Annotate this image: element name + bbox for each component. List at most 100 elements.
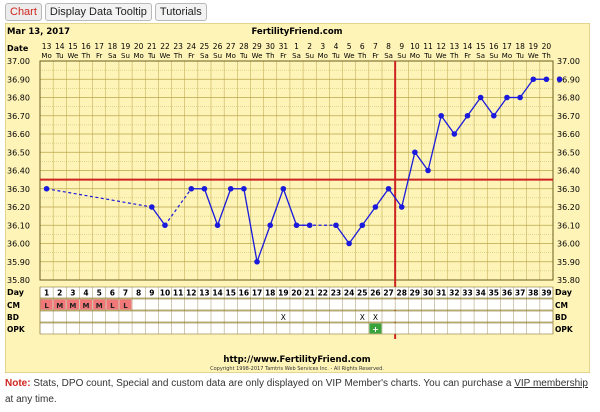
date-label: 8 xyxy=(386,42,391,51)
cm-row-label-right: CM xyxy=(555,301,568,310)
day-number: 14 xyxy=(212,289,222,298)
data-row xyxy=(39,322,554,335)
temp-point xyxy=(201,185,208,192)
date-label: 7 xyxy=(373,42,378,51)
weekday-label: Tu xyxy=(239,52,248,60)
opk-cell xyxy=(369,323,382,334)
plot-frame xyxy=(39,60,554,281)
date-label: 13 xyxy=(450,42,460,51)
temp-point xyxy=(280,185,287,192)
weekday-label: Su xyxy=(121,52,130,60)
weekday-label: Sa xyxy=(384,52,393,60)
day-number: 12 xyxy=(186,289,196,298)
temp-line-dashed xyxy=(164,188,192,226)
weekday-label: Sa xyxy=(200,52,209,60)
date-label: 21 xyxy=(147,42,157,51)
temp-point xyxy=(214,222,221,229)
cm-cell xyxy=(66,299,79,310)
y-tick-label-left: 35.90 xyxy=(7,258,30,267)
day-number: 7 xyxy=(123,289,128,298)
date-label: 26 xyxy=(213,42,223,51)
temp-line-segment xyxy=(374,188,390,208)
temp-point xyxy=(43,185,50,192)
bd-mark: X xyxy=(373,313,378,322)
weekday-label: We xyxy=(67,52,78,60)
temp-line-segment xyxy=(348,224,363,244)
y-tick-label-left: 36.90 xyxy=(7,75,30,84)
temp-line-segment xyxy=(453,115,469,135)
weekday-label: Sa xyxy=(476,52,485,60)
date-label: 15 xyxy=(476,42,486,51)
cm-cell xyxy=(106,299,119,310)
y-tick-label-right: 36.00 xyxy=(557,240,580,249)
weekday-label: We xyxy=(160,52,171,60)
day-row-label-left: Day xyxy=(7,288,25,297)
y-tick-label-right: 36.60 xyxy=(557,130,580,139)
day-number: 5 xyxy=(97,289,102,298)
weekday-label: Fr xyxy=(280,52,287,60)
y-tick-label-right: 36.50 xyxy=(557,148,580,157)
y-tick-label-right: 35.90 xyxy=(557,258,580,267)
bd-mark: X xyxy=(281,313,286,322)
temp-line-segment xyxy=(216,188,232,226)
weekday-label: Th xyxy=(265,52,275,60)
day-number: 21 xyxy=(304,289,314,298)
tab-display-data-tooltip[interactable]: Display Data Tooltip xyxy=(44,3,152,21)
temp-point xyxy=(556,76,563,83)
date-label: 14 xyxy=(463,42,473,51)
temp-point xyxy=(188,185,195,192)
date-label: 17 xyxy=(502,42,512,51)
cm-cell xyxy=(79,299,93,310)
date-label: 19 xyxy=(121,42,131,51)
day-number: 2 xyxy=(57,289,62,298)
tab-chart[interactable]: Chart xyxy=(5,3,42,21)
date-label: 15 xyxy=(68,42,78,51)
cm-cell xyxy=(53,299,66,310)
day-number: 20 xyxy=(291,289,301,298)
weekday-label: Th xyxy=(173,52,183,60)
y-tick-label-left: 36.70 xyxy=(7,112,30,121)
weekday-label: We xyxy=(528,52,539,60)
y-tick-label-left: 36.40 xyxy=(7,167,30,176)
y-tick-label-right: 36.80 xyxy=(557,94,580,103)
date-label: 5 xyxy=(347,42,352,51)
temp-line-segment xyxy=(282,188,298,226)
tab-tutorials[interactable]: Tutorials xyxy=(154,3,207,21)
note-label: Note: xyxy=(5,378,31,389)
temp-point xyxy=(464,112,471,119)
date-row-label: Date xyxy=(7,44,29,53)
day-number: 3 xyxy=(70,289,75,298)
weekday-label: We xyxy=(436,52,447,60)
opk-row-label-right: OPK xyxy=(555,325,574,334)
day-number: 24 xyxy=(344,289,354,298)
day-number: 28 xyxy=(397,289,407,298)
date-label: 4 xyxy=(334,42,339,51)
weekday-label: Su xyxy=(489,52,498,60)
vip-membership-link[interactable]: VIP membership xyxy=(514,378,588,389)
date-label: 20 xyxy=(542,42,552,51)
temp-point xyxy=(543,76,550,83)
temp-point xyxy=(425,167,431,174)
date-label: 17 xyxy=(94,42,104,51)
temp-point xyxy=(438,112,444,119)
day-number: 32 xyxy=(449,289,459,298)
bd-row-label-left: BD xyxy=(7,313,19,322)
chart-date: Mar 13, 2017 xyxy=(7,27,70,37)
temp-point xyxy=(359,222,366,229)
temp-line-segment xyxy=(401,152,416,208)
day-number: 31 xyxy=(436,289,446,298)
date-label: 23 xyxy=(173,42,183,51)
weekday-label: Fr xyxy=(372,52,379,60)
cm-row-label-left: CM xyxy=(7,301,20,310)
opk-row-label-left: OPK xyxy=(7,325,26,334)
date-label: 28 xyxy=(239,42,249,51)
bd-row-label-right: BD xyxy=(555,313,567,322)
temp-line-segment xyxy=(519,78,534,98)
cm-cell xyxy=(93,299,106,310)
temp-line-segment xyxy=(361,206,376,226)
y-tick-label-left: 36.60 xyxy=(7,130,30,139)
weekday-label: We xyxy=(344,52,355,60)
weekday-label: Mo xyxy=(502,52,512,60)
date-label: 6 xyxy=(360,42,365,51)
date-label: 2 xyxy=(307,42,312,51)
